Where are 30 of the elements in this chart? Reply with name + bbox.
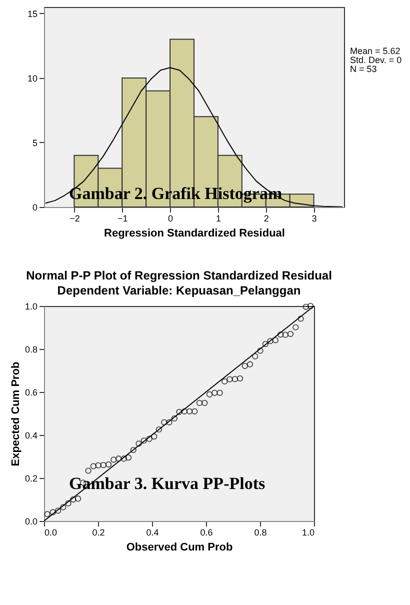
chart-title: Normal P-P Plot of Regression Standardized Residual bbox=[26, 268, 332, 283]
x-tick-label: 0.4 bbox=[146, 528, 159, 538]
x-tick-label: 0.0 bbox=[44, 528, 58, 538]
x-tick-label: −2 bbox=[70, 214, 80, 224]
x-tick-label: 0 bbox=[168, 214, 174, 224]
x-tick-label: 0.6 bbox=[200, 528, 213, 538]
y-axis-title: Expected Cum Prob bbox=[10, 361, 22, 466]
text: Std. Dev. = 0 bbox=[350, 55, 402, 65]
y-tick-label: 10 bbox=[27, 73, 38, 84]
x-axis-title: Observed Cum Prob bbox=[126, 542, 233, 554]
y-tick-label: 0.4 bbox=[24, 430, 38, 440]
y-tick-label: 0 bbox=[32, 202, 38, 212]
x-tick-label: 3 bbox=[312, 214, 317, 224]
y-tick-label: 5 bbox=[32, 138, 38, 148]
y-tick-label: 0.2 bbox=[24, 474, 38, 484]
y-tick-label: 0.6 bbox=[24, 388, 38, 398]
y-tick-label: 1.0 bbox=[24, 302, 38, 312]
x-tick-label: −1 bbox=[117, 214, 128, 224]
text: Mean = 5.62 bbox=[350, 46, 400, 56]
chart-subtitle: Dependent Variable: Kepuasan_Pelanggan bbox=[57, 284, 301, 298]
x-axis-title: Regression Standardized Residual bbox=[104, 228, 285, 240]
text: N = 53 bbox=[350, 64, 377, 74]
y-tick-label: 0.0 bbox=[24, 516, 38, 526]
x-tick-label: 0.8 bbox=[254, 528, 267, 538]
x-tick-label: 1.0 bbox=[302, 528, 314, 538]
x-tick-label: 1 bbox=[216, 214, 221, 224]
y-tick-label: 0.8 bbox=[24, 344, 38, 354]
x-tick-label: 0.2 bbox=[92, 528, 105, 538]
y-tick-label: 15 bbox=[27, 8, 38, 19]
x-tick-label: 2 bbox=[264, 214, 269, 224]
